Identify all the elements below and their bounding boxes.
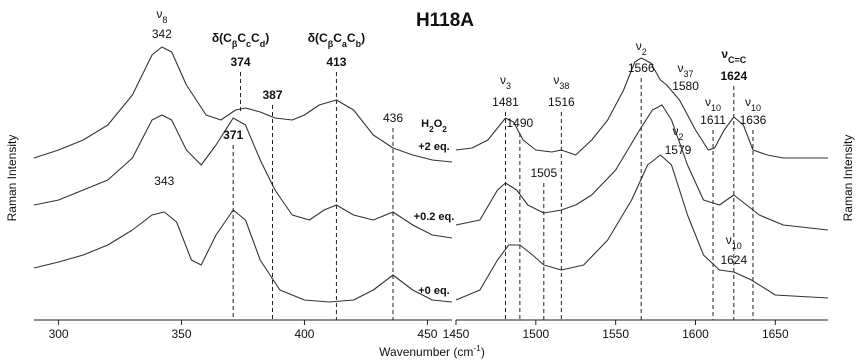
peak-value: 413 <box>326 55 346 69</box>
text-part: ν <box>745 95 751 109</box>
subscript: 2 <box>429 125 434 134</box>
subscript: 38 <box>559 81 569 91</box>
spectrum-line <box>455 57 828 159</box>
legend-entry: +0 eq. <box>418 285 450 297</box>
text-part: ν <box>156 7 162 21</box>
x-tick-label: 1600 <box>682 327 709 341</box>
text-part: ) <box>361 31 365 45</box>
peak-value: 436 <box>383 111 403 125</box>
x-tick-label: 450 <box>417 327 437 341</box>
text-part: ν <box>672 124 678 138</box>
peak-label: νC=C <box>721 47 746 65</box>
peak-label: ν38 <box>553 73 569 91</box>
subscript: 2 <box>678 132 683 142</box>
text-part: ) <box>481 345 485 359</box>
x-tick-label: 350 <box>172 327 192 341</box>
y-axis-label: Raman Intensity <box>5 135 19 222</box>
text-part: O <box>434 118 443 130</box>
text-part: C <box>251 31 260 45</box>
spectrum-line <box>33 209 453 303</box>
spectrum-line <box>455 104 829 231</box>
x-tick-label: 1650 <box>762 327 789 341</box>
subscript: β <box>328 39 334 49</box>
subscript: 10 <box>732 241 742 251</box>
text-part: ν <box>705 95 711 109</box>
superscript: -1 <box>473 343 481 353</box>
peak-label: ν2 <box>636 39 647 57</box>
peak-value: 343 <box>154 174 174 188</box>
peak-value: 387 <box>262 88 282 102</box>
peak-value: 1490 <box>507 116 534 130</box>
peak-value: 371 <box>223 128 243 142</box>
spectrum-line <box>455 154 829 301</box>
x-tick-label: 1450 <box>443 327 470 341</box>
subscript: 10 <box>751 103 761 113</box>
text-part: ν <box>636 39 642 53</box>
spectrum-line <box>33 114 453 239</box>
peak-value: 1624 <box>720 253 747 267</box>
subscript: 2 <box>642 47 647 57</box>
peak-value: 1611 <box>700 113 726 127</box>
x-axis-label: Wavenumber (cm-1) <box>379 343 485 359</box>
subscript: 8 <box>162 15 167 25</box>
peak-value: 1566 <box>628 61 655 75</box>
peak-value: 1579 <box>665 143 692 157</box>
peak-label: ν10 <box>726 233 742 251</box>
subscript: b <box>356 39 362 49</box>
x-tick-label: 1550 <box>602 327 629 341</box>
chart-title: H118A <box>416 10 474 31</box>
subscript: 10 <box>711 103 721 113</box>
text-part: C <box>347 31 356 45</box>
text-part: ν <box>553 73 559 87</box>
peak-label: ν8 <box>156 7 167 25</box>
peak-label: ν10 <box>705 95 721 113</box>
peak-value: 1516 <box>548 95 575 109</box>
peak-value: 374 <box>231 55 251 69</box>
x-tick-label: 1500 <box>522 327 549 341</box>
subscript: d <box>260 39 266 49</box>
subscript: c <box>246 39 251 49</box>
text-part: ν <box>726 233 732 247</box>
text-part: δ(C <box>212 31 232 45</box>
legend-title: H2O2 <box>421 118 447 134</box>
subscript: 3 <box>506 81 511 91</box>
subscript: 2 <box>442 125 447 134</box>
text-part: δ(C <box>308 31 328 45</box>
peak-label: ν10 <box>745 95 761 113</box>
spectrum-line <box>33 46 453 163</box>
text-part: C <box>237 31 246 45</box>
text-part: ν <box>678 61 684 75</box>
subscript: 37 <box>684 69 694 79</box>
peak-label: ν2 <box>672 124 683 142</box>
subscript: C=C <box>728 55 747 65</box>
x-tick-label: 400 <box>294 327 314 341</box>
peak-label: ν37 <box>678 61 694 79</box>
y-axis-label: Raman Intensity <box>841 135 855 222</box>
text-part: H <box>421 118 429 130</box>
peak-label: δ(CβCcCd) <box>212 31 269 49</box>
text-part: Wavenumber (cm <box>379 345 473 359</box>
text-part: ) <box>265 31 269 45</box>
x-tick-label: 300 <box>49 327 69 341</box>
legend-entry: +2 eq. <box>418 141 450 153</box>
peak-label: δ(CβCaCb) <box>308 31 365 49</box>
legend-entry: +0.2 eq. <box>414 211 455 223</box>
text-part: ν <box>721 47 728 61</box>
peak-value: 342 <box>152 27 172 41</box>
subscript: β <box>232 39 238 49</box>
text-part: C <box>333 31 342 45</box>
peak-value: 1580 <box>672 79 699 93</box>
peak-value: 1636 <box>740 113 767 127</box>
peak-value: 1481 <box>492 95 519 109</box>
subscript: a <box>342 39 348 49</box>
peak-value: 1624 <box>720 69 747 83</box>
peak-label: ν3 <box>500 73 511 91</box>
peak-value: 1505 <box>530 166 557 180</box>
text-part: ν <box>500 73 506 87</box>
